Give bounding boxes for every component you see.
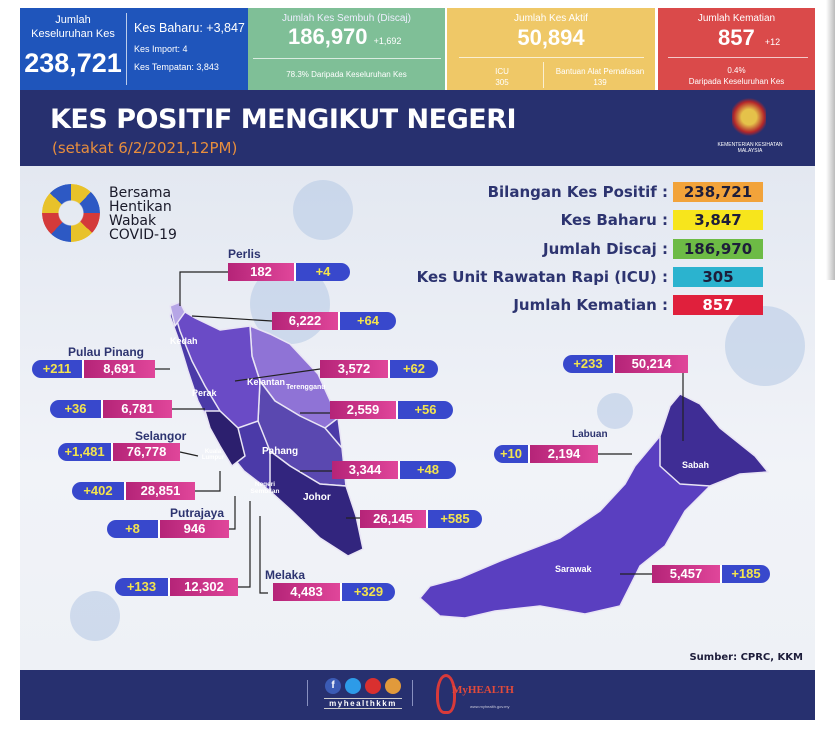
summary-deaths-value: 857 bbox=[673, 295, 763, 315]
deaths-note: Daripada Keseluruhan Kes bbox=[688, 77, 785, 86]
state-name-melaka: Melaka bbox=[265, 568, 306, 582]
state-pahang: 3,344 +48 bbox=[332, 461, 456, 479]
state-kedah: 6,222 +64 bbox=[272, 312, 396, 330]
social-handle: myhealthkkm bbox=[324, 698, 402, 709]
map-label-n9: Negeri Sembilan bbox=[250, 481, 280, 495]
map-label-johor: Johor bbox=[303, 492, 331, 503]
state-name-perlis: Perlis bbox=[228, 247, 261, 261]
deaths-value: 857 bbox=[718, 25, 755, 50]
campaign-logo-icon bbox=[42, 184, 100, 242]
state-selangor: +1,481 76,778 bbox=[58, 443, 180, 461]
summary-positive-value: 238,721 bbox=[673, 182, 763, 202]
stat-active: Jumlah Kes Aktif 50,894 ICU 305 Bantuan … bbox=[447, 8, 655, 90]
social-icons: f bbox=[325, 678, 401, 694]
map-label-sarawak: Sarawak bbox=[555, 564, 592, 574]
map-selangor bbox=[204, 410, 246, 467]
new-cases-label: Kes Baharu: +3,847 bbox=[134, 21, 245, 35]
state-perlis: 182 +4 bbox=[228, 263, 350, 281]
map-label-terengganu: Terengganu bbox=[286, 384, 326, 391]
coat-of-arms-icon bbox=[732, 98, 766, 136]
summary-discharged-value: 186,970 bbox=[673, 239, 763, 259]
state-melaka: 4,483 +329 bbox=[273, 583, 395, 601]
map-kedah-perak bbox=[171, 303, 261, 429]
state-johor: 26,145 +585 bbox=[360, 510, 482, 528]
summary-new: Kes Baharu :3,847 bbox=[561, 210, 763, 230]
twitter-icon[interactable] bbox=[345, 678, 361, 694]
state-putrajaya: +8 946 bbox=[107, 520, 229, 538]
state-penang: +211 8,691 bbox=[32, 360, 155, 378]
map-johor bbox=[269, 450, 364, 557]
virus-icon bbox=[70, 591, 120, 641]
ventilator-value: 139 bbox=[593, 78, 607, 87]
state-name-penang: Pulau Pinang bbox=[68, 345, 145, 359]
recovered-note: 78.3% Daripada Keseluruhan Kes bbox=[286, 70, 407, 79]
instagram-icon[interactable] bbox=[385, 678, 401, 694]
active-value: 50,894 bbox=[517, 25, 585, 50]
state-name-putrajaya: Putrajaya bbox=[170, 506, 225, 520]
state-perak: +36 6,781 bbox=[50, 400, 172, 418]
map-label-pahang: Pahang bbox=[262, 446, 299, 457]
summary-discharged: Jumlah Discaj :186,970 bbox=[543, 239, 763, 259]
map-sabah bbox=[659, 393, 769, 487]
state-terengganu: 2,559 +56 bbox=[330, 401, 453, 419]
scrollbar[interactable] bbox=[826, 0, 835, 280]
page-subtitle: (setakat 6/2/2021,12PM) bbox=[52, 139, 238, 157]
source-text: Sumber: CPRC, KKM bbox=[689, 652, 803, 663]
recovered-delta: +1,692 bbox=[373, 36, 402, 46]
state-sarawak: 5,457 +185 bbox=[652, 565, 770, 583]
deaths-pct: 0.4% bbox=[727, 66, 746, 75]
total-value: 238,721 bbox=[24, 48, 122, 78]
virus-icon bbox=[725, 306, 805, 386]
summary-icu-value: 305 bbox=[673, 267, 763, 287]
map-label-kedah: Kedah bbox=[170, 336, 198, 346]
recovered-label: Jumlah Kes Sembuh (Discaj) bbox=[282, 13, 411, 24]
state-name-selangor: Selangor bbox=[135, 429, 187, 443]
virus-icon bbox=[597, 393, 633, 429]
total-label: Jumlah Keseluruhan Kes bbox=[31, 14, 115, 40]
map-label-kelantan: Kelantan bbox=[247, 377, 286, 387]
ministry-name: KEMENTERIAN KESIHATAN MALAYSIA bbox=[717, 142, 783, 154]
state-name-labuan: Labuan bbox=[572, 429, 608, 440]
campaign-text: Bersama Hentikan Wabak COVID-19 bbox=[109, 185, 177, 243]
state-n9: +133 12,302 bbox=[115, 578, 238, 596]
map-label-sabah: Sabah bbox=[682, 460, 710, 470]
myhealth-logo-icon bbox=[436, 674, 456, 714]
deaths-label: Jumlah Kematian bbox=[697, 13, 776, 24]
facebook-icon[interactable]: f bbox=[325, 678, 341, 694]
summary-deaths: Jumlah Kematian :857 bbox=[513, 295, 763, 315]
map-label-perak: Perak bbox=[192, 388, 217, 398]
active-label: Jumlah Kes Aktif bbox=[514, 13, 588, 24]
local-cases: Kes Tempatan: 3,843 bbox=[134, 62, 219, 72]
state-kl: +402 28,851 bbox=[72, 482, 195, 500]
summary-positive: Bilangan Kes Positif :238,721 bbox=[488, 182, 763, 202]
state-labuan: +10 2,194 bbox=[494, 445, 598, 463]
page-title: KES POSITIF MENGIKUT NEGERI bbox=[50, 104, 517, 135]
stat-recovered: Jumlah Kes Sembuh (Discaj) 186,970 +1,69… bbox=[248, 8, 445, 90]
icu-label: ICU bbox=[495, 67, 509, 76]
summary-new-value: 3,847 bbox=[673, 210, 763, 230]
state-sabah: +233 50,214 bbox=[563, 355, 688, 373]
icu-value: 305 bbox=[495, 78, 509, 87]
youtube-icon[interactable] bbox=[365, 678, 381, 694]
title-banner: KES POSITIF MENGIKUT NEGERI (setakat 6/2… bbox=[20, 90, 815, 166]
ventilator-label: Bantuan Alat Pernafasan bbox=[555, 67, 645, 76]
map-panel: Bersama Hentikan Wabak COVID-19 Bilangan… bbox=[20, 166, 815, 670]
stat-deaths: Jumlah Kematian 857 +12 0.4% Daripada Ke… bbox=[658, 8, 815, 90]
map-label-kl: Kuala Lumpur bbox=[201, 449, 225, 461]
stat-total-cases: Jumlah Keseluruhan Kes 238,721 Kes Bahar… bbox=[20, 8, 248, 90]
footer: f myhealthkkm MyHEALTH www.myhealth.gov.… bbox=[20, 670, 815, 720]
state-kelantan: 3,572 +62 bbox=[320, 360, 438, 378]
myhealth-url: www.myhealth.gov.my bbox=[470, 704, 510, 709]
recovered-value: 186,970 bbox=[288, 24, 368, 49]
malaysia-map bbox=[155, 271, 769, 619]
deaths-delta: +12 bbox=[764, 37, 781, 47]
summary-icu: Kes Unit Rawatan Rapi (ICU) :305 bbox=[417, 267, 763, 287]
map-perlis bbox=[169, 301, 186, 327]
import-cases: Kes Import: 4 bbox=[134, 44, 188, 54]
myhealth-brand: MyHEALTH bbox=[452, 684, 514, 696]
virus-icon bbox=[293, 180, 353, 240]
